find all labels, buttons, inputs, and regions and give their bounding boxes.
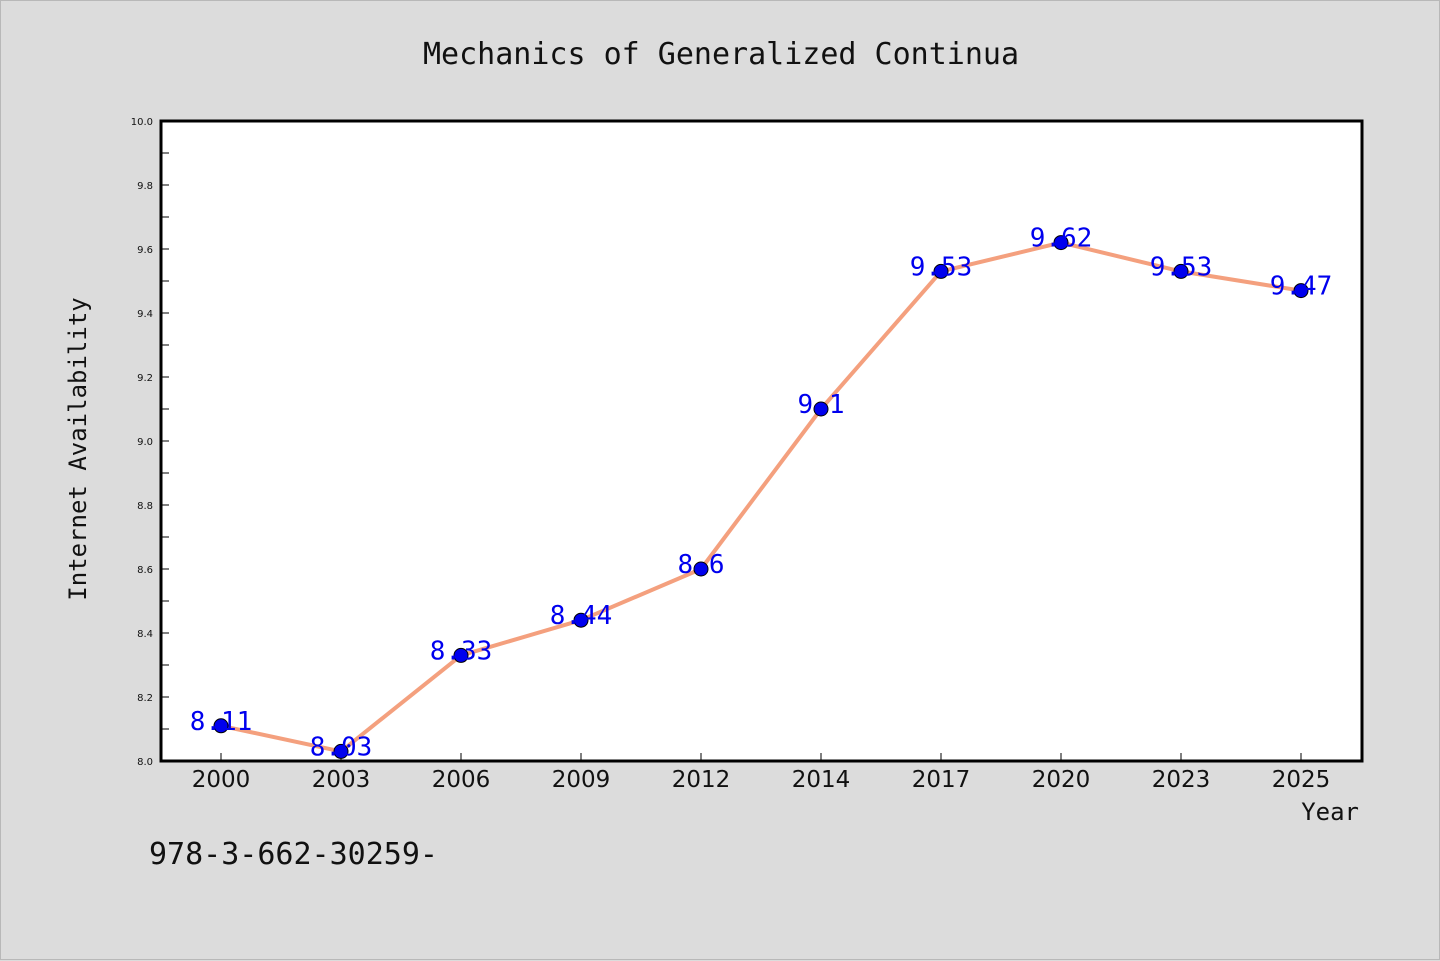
data-point xyxy=(813,401,829,417)
data-label: 8.03 xyxy=(310,732,373,762)
y-tick-label: 9.4 xyxy=(137,309,153,320)
y-axis: 8.0 8.2 8.4 8.6 8.8 9.0 9.2 9.4 9.6 9.8 10.0 xyxy=(131,117,169,768)
isbn-text: 978-3-662-30259- xyxy=(149,837,438,872)
x-tick-label: 2023 xyxy=(1152,767,1211,793)
y-tick-label: 9.2 xyxy=(137,373,153,384)
x-tick-label: 2014 xyxy=(792,767,851,793)
data-point xyxy=(453,647,469,663)
y-tick-label: 9.0 xyxy=(137,437,153,448)
chart-title: Mechanics of Generalized Continua xyxy=(423,37,1019,72)
series-layer: 8.11 8.03 8.33 8.44 8.6 9.1 9.53 9.62 9.53 9.47 xyxy=(190,224,1333,763)
x-axis-label: Year xyxy=(1301,798,1359,826)
y-tick-label: 9.8 xyxy=(137,181,153,192)
data-label: 9.62 xyxy=(1030,224,1093,254)
data-point xyxy=(213,718,229,734)
x-tick-label: 2003 xyxy=(312,767,371,793)
data-label: 9.53 xyxy=(1150,252,1213,282)
data-label: 8.11 xyxy=(190,707,253,737)
data-point xyxy=(933,263,949,279)
x-axis: 2000 2003 2006 2009 2012 2014 2017 2020 2023 2025 xyxy=(192,753,1331,793)
data-point xyxy=(333,743,349,759)
x-tick-label: 2017 xyxy=(912,767,971,793)
y-axis-label: Internet Availability xyxy=(64,297,92,600)
y-tick-label: 8.8 xyxy=(137,501,153,512)
y-tick-label: 8.6 xyxy=(137,565,153,576)
series-line xyxy=(219,240,1303,754)
x-tick-label: 2020 xyxy=(1032,767,1091,793)
data-point xyxy=(573,612,589,628)
y-tick-label: 8.0 xyxy=(137,757,153,768)
x-tick-label: 2006 xyxy=(432,767,491,793)
x-tick-label: 2012 xyxy=(672,767,731,793)
data-point xyxy=(693,561,709,577)
plot-area xyxy=(159,119,1364,763)
data-point xyxy=(1173,263,1189,279)
data-label: 9.47 xyxy=(1270,272,1333,302)
data-label: 8.6 xyxy=(678,550,725,580)
data-label: 9.1 xyxy=(798,390,845,420)
y-tick-label: 10.0 xyxy=(131,117,153,128)
data-label: 9.53 xyxy=(910,252,973,282)
y-tick-label: 9.6 xyxy=(137,245,153,256)
y-tick-label: 8.4 xyxy=(137,629,153,640)
y-tick-label: 8.2 xyxy=(137,693,153,704)
data-point xyxy=(1053,235,1069,251)
data-point xyxy=(1293,283,1309,299)
x-tick-label: 2009 xyxy=(552,767,611,793)
data-label: 8.33 xyxy=(430,636,493,666)
x-tick-label: 2025 xyxy=(1272,767,1331,793)
x-tick-label: 2000 xyxy=(192,767,251,793)
data-label: 8.44 xyxy=(550,601,613,631)
